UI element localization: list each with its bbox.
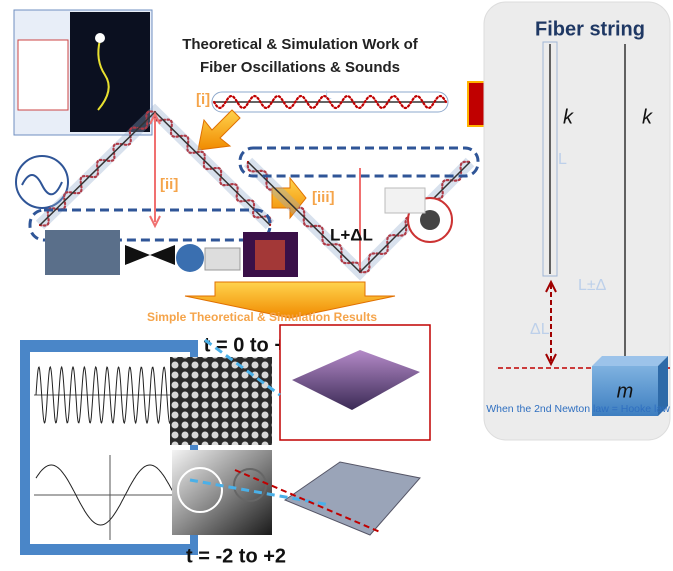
- pattern-image: [170, 357, 272, 445]
- spring-label: k: [642, 106, 653, 128]
- stage-label: [i]: [196, 91, 210, 108]
- logo: [15, 155, 69, 209]
- contour: [233, 468, 267, 502]
- arrowheads: [149, 111, 161, 229]
- panel-caption: When the 2nd Newton law = Hooke law: [486, 403, 670, 415]
- plot-curve: [35, 464, 185, 526]
- length-label: L±Δ: [578, 277, 607, 294]
- orange-arrow: [271, 176, 307, 220]
- arrowheads: [545, 279, 557, 367]
- fiber-wave: [212, 94, 448, 110]
- contour: [177, 467, 223, 513]
- dashed-frame: [238, 146, 480, 178]
- surface-image: [283, 461, 421, 536]
- orange-arrow: [197, 109, 241, 151]
- title-line: Theoretical & Simulation Work of: [182, 36, 419, 53]
- mass-block-side: [658, 356, 668, 416]
- connector: [189, 478, 331, 507]
- connector: [234, 469, 381, 533]
- connector: [204, 338, 281, 397]
- down-arrow: [184, 281, 396, 319]
- extension-label: ΔL: [530, 321, 550, 338]
- plot-curves: [34, 365, 186, 540]
- surface-image: [292, 350, 420, 410]
- length-change-label: L+ΔL: [330, 225, 373, 244]
- fiber-panel: [483, 1, 671, 441]
- plot-curve: [35, 365, 185, 425]
- length-label: L: [558, 151, 567, 168]
- title-line: Fiber Oscillations & Sounds: [200, 59, 400, 76]
- dashed-frame: [28, 208, 272, 242]
- mass-block: [592, 366, 658, 416]
- stage-label: [iii]: [312, 189, 335, 206]
- collage-image: [13, 9, 153, 136]
- spring-label: k: [563, 106, 574, 128]
- length-label: L: [325, 88, 332, 102]
- photo-strip: [45, 187, 453, 277]
- results-title: Simple Theoretical & Simulation Results: [147, 310, 377, 324]
- panel-title: Fiber string: [535, 18, 645, 40]
- stage-label: [ii]: [160, 176, 178, 193]
- fiber-tube: [542, 41, 558, 277]
- time-label: t = -2 to +2: [186, 545, 286, 567]
- mass-label: m: [617, 380, 634, 402]
- mass-block-top: [592, 356, 668, 366]
